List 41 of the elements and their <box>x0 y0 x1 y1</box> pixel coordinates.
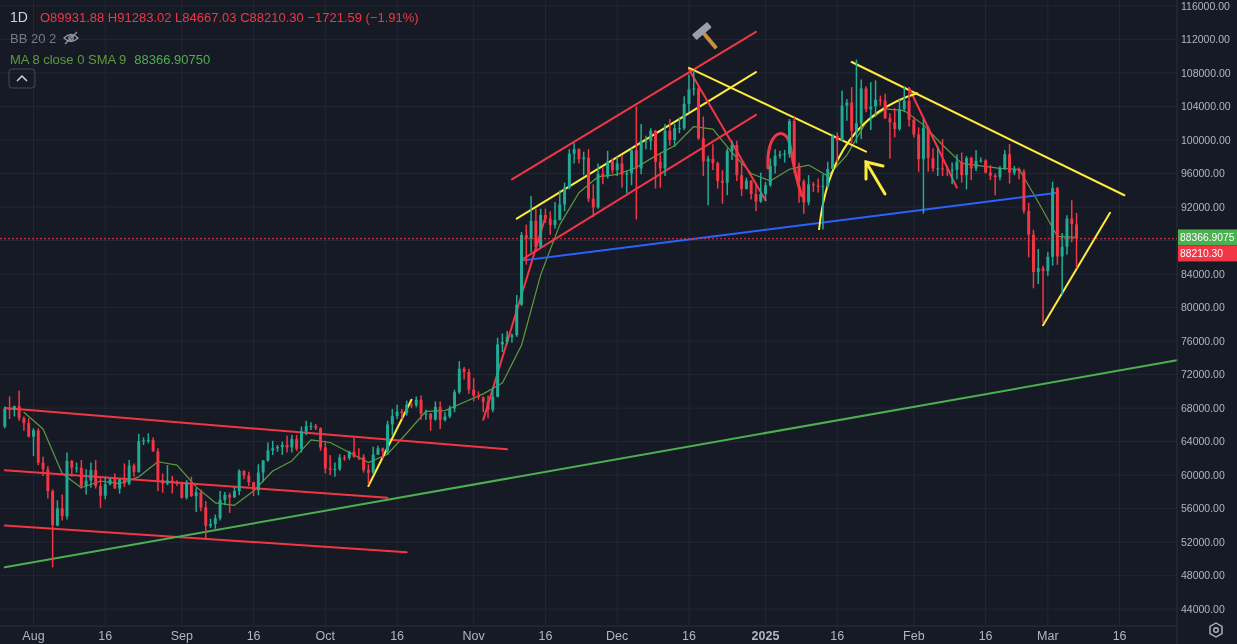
annotation: BB 20 2 <box>10 30 57 46</box>
x-tick-label: 16 <box>978 629 993 644</box>
text: 88366.9075 <box>1180 232 1235 244</box>
ref-line-label: 88210.30 <box>1180 248 1224 260</box>
y-tick-label: 56000.00 <box>1181 502 1225 515</box>
y-tick-label: 96000.00 <box>1181 167 1225 180</box>
y-tick-label: 76000.00 <box>1181 334 1225 347</box>
y-tick-label: 52000.00 <box>1181 535 1225 548</box>
x-tick-label: 16 <box>390 629 405 644</box>
y-tick-label: 60000.00 <box>1181 468 1225 481</box>
y-tick-label: 104000.00 <box>1181 100 1231 113</box>
annotation: 88366.90750 <box>134 51 211 67</box>
x-tick-label: Feb <box>903 629 925 644</box>
y-tick-label: 116000.00 <box>1181 0 1231 12</box>
y-tick-label: 112000.00 <box>1181 33 1231 46</box>
x-tick-label: 16 <box>1112 629 1127 644</box>
x-tick-label: 16 <box>682 629 696 644</box>
x-tick-label: 16 <box>98 629 113 644</box>
y-tick-label: 68000.00 <box>1181 401 1225 414</box>
x-tick-label: Aug <box>22 629 45 644</box>
text: MA 8 close 0 SMA 9 <box>10 51 127 67</box>
annotation: O89931.88 H91283.02 L84667.03 C88210.30 −1721.59 (−1.91%) <box>39 9 419 25</box>
x-tick-label: 16 <box>830 629 845 644</box>
x-tick-label: Dec <box>606 629 629 644</box>
y-tick-label: 80000.00 <box>1181 301 1225 314</box>
x-tick-label: Nov <box>462 629 486 644</box>
x-tick-label: Sep <box>170 629 193 644</box>
y-tick-label: 64000.00 <box>1181 435 1225 448</box>
y-tick-label: 48000.00 <box>1181 569 1225 582</box>
y-tick-label: 100000.00 <box>1181 133 1231 146</box>
y-tick-label: 92000.00 <box>1181 200 1225 213</box>
x-tick-label: Oct <box>315 629 336 644</box>
y-tick-label: 108000.00 <box>1181 66 1231 79</box>
x-tick-label: 16 <box>246 629 261 644</box>
x-tick-label: 2025 <box>751 629 780 644</box>
y-tick-label: 44000.00 <box>1181 602 1225 615</box>
x-tick-label: 16 <box>538 629 553 644</box>
y-tick-label: 84000.00 <box>1181 267 1225 280</box>
text: 1D <box>10 8 28 25</box>
x-tick-label: Mar <box>1037 629 1059 644</box>
y-tick-label: 72000.00 <box>1181 368 1225 381</box>
